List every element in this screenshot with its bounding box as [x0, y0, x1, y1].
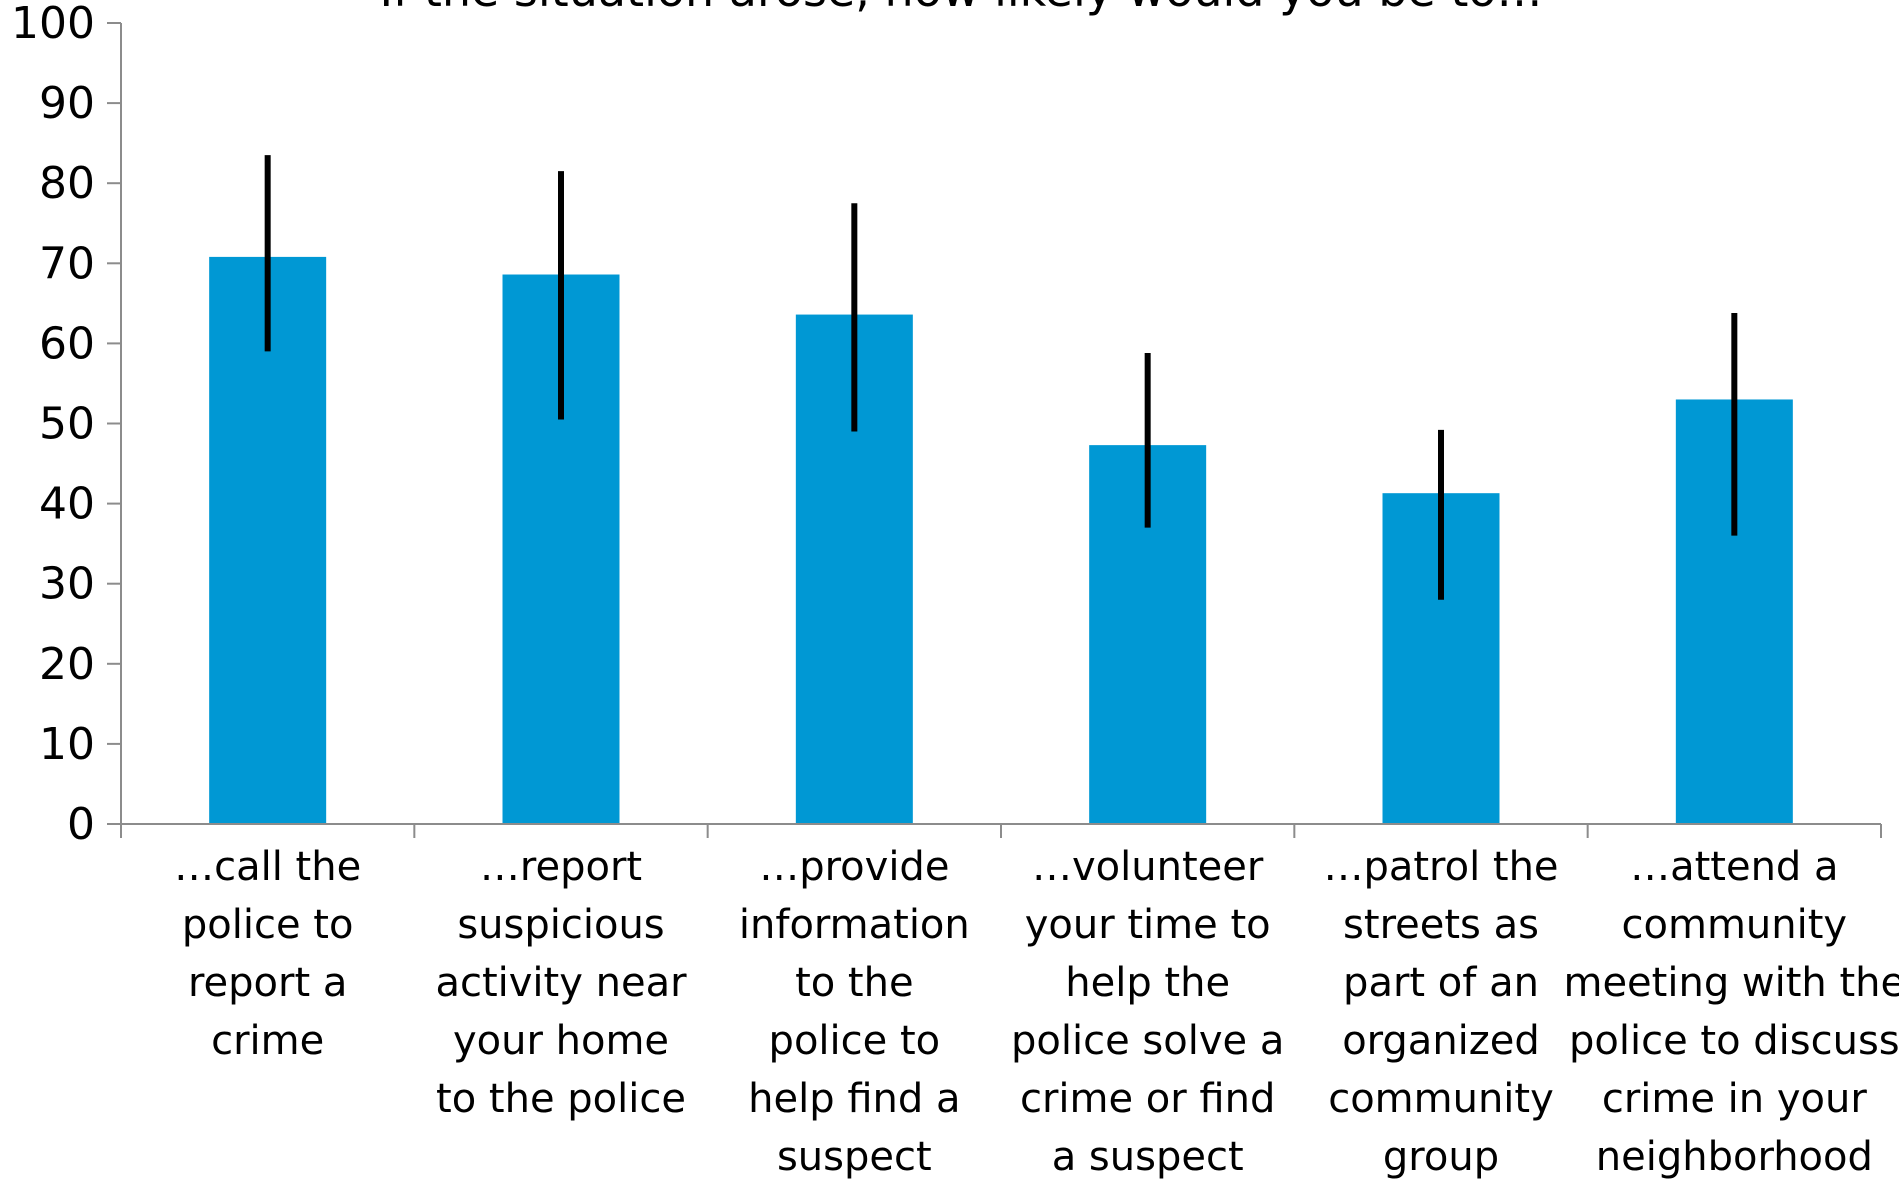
y-tick-label: 50 — [39, 399, 95, 450]
category-label-line: help the — [1065, 960, 1230, 1006]
x-axis-labels: …call the police to report a crime …report su… — [174, 844, 1899, 1180]
y-axis-ticks: 0 10 20 30 40 50 60 70 80 90 100 — [11, 0, 95, 850]
category-label-line: …volunteer — [1032, 844, 1264, 890]
category-label-line: …call the — [174, 844, 361, 890]
category-label-line: report a — [188, 960, 347, 1006]
category-label-line: neighborhood — [1596, 1134, 1873, 1180]
y-tick-label: 30 — [39, 559, 95, 610]
chart-title: If the situation arose, how likely would… — [379, 0, 1542, 17]
category-label: …report suspicious activity near your home t… — [435, 844, 687, 1122]
category-label-line: to the police — [436, 1076, 686, 1122]
category-label-line: meeting with the — [1563, 960, 1899, 1006]
category-label-line: crime in your — [1602, 1076, 1868, 1122]
y-tick-label: 70 — [39, 238, 95, 289]
category-label-line: police to discuss — [1569, 1018, 1899, 1064]
category-label-line: your time to — [1025, 902, 1271, 948]
bars — [209, 256, 1793, 825]
category-label-line: activity near — [435, 960, 687, 1006]
category-label-line: …provide — [759, 844, 949, 890]
category-label-line: to the — [795, 960, 914, 1006]
y-tick-label: 60 — [39, 318, 95, 369]
category-label-line: suspect — [777, 1134, 932, 1180]
category-label-line: organized — [1342, 1018, 1540, 1064]
category-label-line: crime or find — [1020, 1076, 1275, 1122]
category-label: …provide information to the police to help f… — [739, 844, 970, 1180]
category-label-line: streets as — [1343, 902, 1539, 948]
category-label-line: information — [739, 902, 970, 948]
y-tick-label: 20 — [39, 639, 95, 690]
category-label-line: …patrol the — [1323, 844, 1558, 890]
category-label-line: help find a — [748, 1076, 960, 1122]
y-tick-label: 80 — [39, 158, 95, 209]
category-label-line: group — [1383, 1134, 1499, 1180]
category-label-line: police to — [182, 902, 354, 948]
category-label-line: suspicious — [457, 902, 664, 948]
category-label-line: a suspect — [1052, 1134, 1244, 1180]
category-label-line: …report — [480, 844, 642, 890]
y-tick-label: 0 — [67, 799, 95, 850]
category-label-line: police solve a — [1011, 1018, 1284, 1064]
axes — [107, 22, 1882, 838]
category-label: …call the police to report a crime — [174, 844, 361, 1064]
category-label-line: …attend a — [1630, 844, 1838, 890]
category-label: …volunteer your time to help the police sol… — [1011, 844, 1284, 1180]
category-label-line: part of an — [1343, 960, 1539, 1006]
y-tick-label: 100 — [11, 0, 95, 49]
category-label-line: your home — [453, 1018, 669, 1064]
category-label-line: community — [1328, 1076, 1554, 1122]
category-label-line: police to — [769, 1018, 941, 1064]
category-label: …attend a community meeting with the police… — [1563, 844, 1899, 1180]
y-tick-label: 40 — [39, 479, 95, 530]
error-bars — [264, 155, 1738, 600]
y-tick-label: 90 — [39, 78, 95, 129]
category-label-line: community — [1622, 902, 1848, 948]
category-label-line: crime — [211, 1018, 324, 1064]
y-tick-label: 10 — [39, 719, 95, 770]
category-label: …patrol the streets as part of an organized… — [1323, 844, 1558, 1180]
